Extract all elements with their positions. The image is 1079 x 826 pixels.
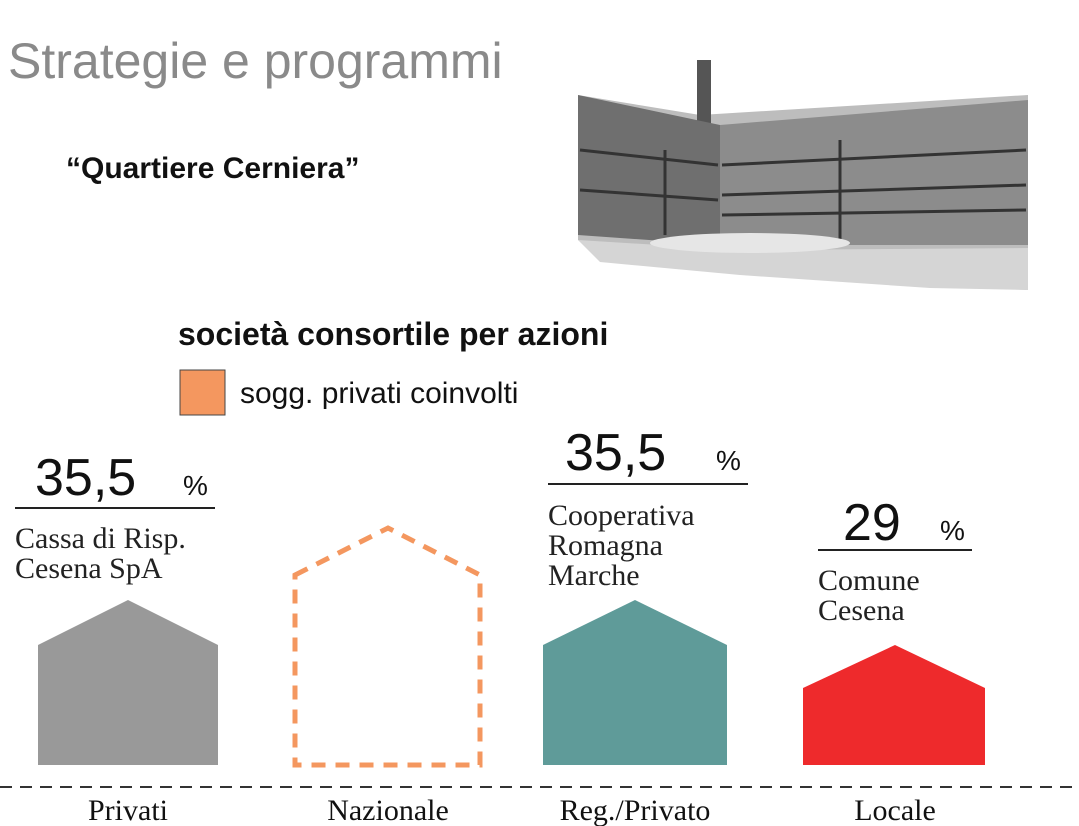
- subtitle: “Quartiere Cerniera”: [66, 152, 359, 185]
- legend-label: sogg. privati coinvolti: [240, 377, 518, 410]
- shareholder-name: Cooperativa: [548, 499, 695, 532]
- percent-value: 35,5: [565, 424, 666, 482]
- page: Strategie e programmi “Quartiere Cernier…: [0, 0, 1079, 826]
- house-privati: [38, 600, 218, 765]
- category-label: Locale: [854, 794, 936, 826]
- building-photo: [578, 60, 1028, 290]
- legend-swatch: [180, 370, 225, 415]
- house-nazionale: [295, 528, 480, 765]
- percent-unit: %: [716, 445, 741, 476]
- percent-value: 35,5: [35, 449, 136, 507]
- percent-value: 29: [843, 494, 901, 552]
- category-label: Nazionale: [327, 794, 449, 826]
- shareholder-name: Comune: [818, 564, 920, 597]
- percent-unit: %: [940, 515, 965, 546]
- house-locale: [803, 645, 985, 765]
- shareholder-name: Cesena SpA: [15, 552, 163, 585]
- title: Strategie e programmi: [8, 33, 503, 89]
- category-label: Reg./Privato: [560, 794, 711, 826]
- house-regionale: [543, 600, 727, 765]
- shareholder-name: Romagna: [548, 529, 663, 562]
- slide: Strategie e programmi “Quartiere Cernier…: [0, 0, 1079, 826]
- percent-unit: %: [183, 470, 208, 501]
- shareholder-name: Cassa di Risp.: [15, 522, 186, 555]
- category-label: Privati: [88, 794, 168, 826]
- heading: società consortile per azioni: [178, 316, 608, 352]
- shareholder-name: Marche: [548, 559, 640, 592]
- shareholder-name: Cesena: [818, 594, 905, 627]
